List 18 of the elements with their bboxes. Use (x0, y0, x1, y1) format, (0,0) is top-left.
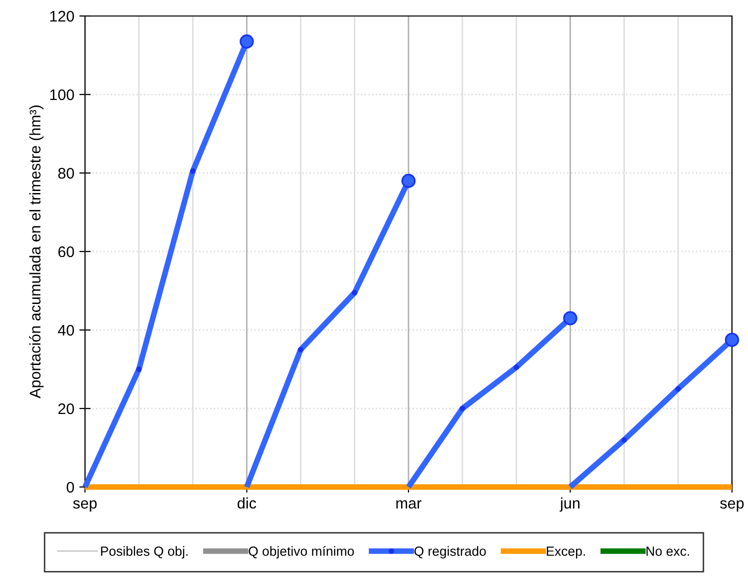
legend-label: Posibles Q obj. (101, 546, 188, 558)
y-tick-label: 100 (50, 89, 74, 100)
y-tick-label: 60 (58, 246, 74, 258)
y-tick-label: 40 (58, 324, 74, 336)
y-axis-title: Aportación acumulada en el trimestre (hm³) (29, 106, 44, 398)
y-tick-label: 20 (58, 403, 74, 414)
x-tick-label: jun (560, 497, 580, 512)
x-tick-label: dic (238, 497, 256, 509)
x-tick-label: mar (396, 500, 422, 509)
legend-label: Excep. (546, 546, 585, 558)
legend-label: Q registrado (414, 546, 486, 558)
y-tick-label: 0 (66, 482, 74, 493)
y-tick-label: 80 (58, 168, 74, 179)
legend-label: Q objetivo mínimo (248, 546, 354, 558)
legend-label: No exc. (646, 546, 690, 556)
x-tick-label: sep (720, 500, 744, 512)
y-tick-label: 120 (50, 10, 74, 22)
x-tick-label: sep (73, 500, 97, 512)
